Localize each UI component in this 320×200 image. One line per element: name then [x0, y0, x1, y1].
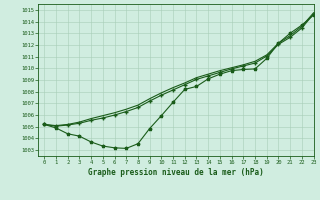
X-axis label: Graphe pression niveau de la mer (hPa): Graphe pression niveau de la mer (hPa) — [88, 168, 264, 177]
